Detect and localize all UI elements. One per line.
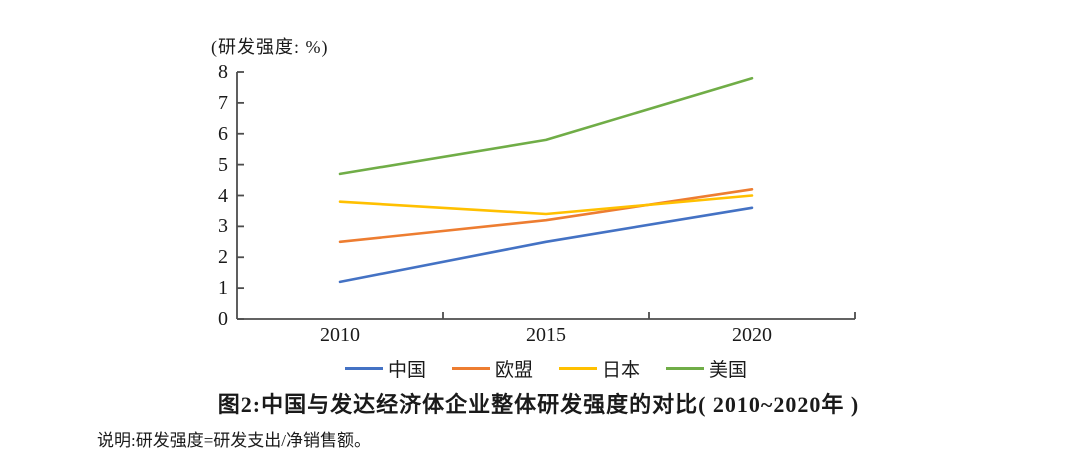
y-tick-label-2: 2 bbox=[218, 246, 228, 269]
y-axis-unit-label: (研发强度: %) bbox=[211, 37, 329, 57]
series-line-china bbox=[338, 206, 754, 284]
y-tick-label-7: 7 bbox=[218, 91, 228, 114]
x-tick-label-2015: 2015 bbox=[526, 324, 566, 346]
legend-swatch-usa bbox=[666, 367, 705, 370]
legend-label-japan: 日本 bbox=[602, 360, 641, 381]
chart-note: 说明:研发强度=研发支出/净销售额。 bbox=[97, 431, 372, 450]
x-tick-label-2020: 2020 bbox=[732, 324, 772, 346]
y-tick-label-0: 0 bbox=[218, 308, 228, 330]
y-tick-label-3: 3 bbox=[218, 215, 228, 238]
series-line-usa bbox=[338, 76, 754, 176]
legend-swatch-eu bbox=[451, 367, 490, 370]
y-tick-label-6: 6 bbox=[218, 122, 228, 145]
legend-item-usa: 美国 bbox=[666, 355, 747, 382]
legend-label-usa: 美国 bbox=[709, 360, 748, 381]
y-tick-label-4: 4 bbox=[218, 184, 228, 207]
x-tick-label-2010: 2010 bbox=[320, 324, 360, 346]
legend-item-japan: 日本 bbox=[559, 355, 640, 382]
legend-label-eu: 欧盟 bbox=[494, 360, 533, 381]
legend-label-china: 中国 bbox=[387, 360, 426, 381]
series-line-eu bbox=[338, 188, 754, 244]
legend-item-eu: 欧盟 bbox=[451, 355, 533, 382]
y-tick-label-5: 5 bbox=[218, 153, 228, 176]
y-tick-label-8: 8 bbox=[218, 61, 228, 83]
series-line-japan bbox=[338, 194, 754, 216]
chart-title: 图2:中国与发达经济体企业整体研发强度的对比( 2010~2020年 ) bbox=[217, 392, 860, 417]
legend-swatch-japan bbox=[559, 367, 597, 370]
chart-legend: 中国 欧盟 日本 美国 bbox=[237, 355, 855, 382]
legend-swatch-china bbox=[344, 367, 383, 370]
legend-item-china: 中国 bbox=[344, 355, 426, 382]
y-tick-label-1: 1 bbox=[218, 277, 228, 300]
